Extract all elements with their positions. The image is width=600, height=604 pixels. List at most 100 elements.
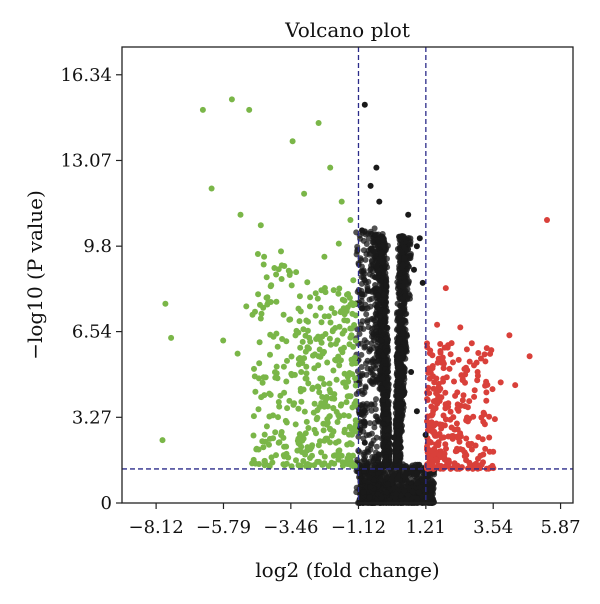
point-up xyxy=(466,398,473,405)
point-down xyxy=(256,339,263,346)
point-not-significant xyxy=(363,400,370,407)
point-down xyxy=(281,263,288,269)
x-tick-label: 3.54 xyxy=(473,517,513,538)
point-not-significant xyxy=(373,396,379,403)
point-up xyxy=(446,365,453,372)
point-down xyxy=(256,461,262,467)
point-not-significant xyxy=(383,461,390,468)
point-down xyxy=(283,378,290,385)
point-down xyxy=(303,370,310,377)
point-not-significant xyxy=(380,402,387,409)
point-not-significant xyxy=(414,479,421,486)
point-down xyxy=(272,429,279,436)
point-up xyxy=(462,379,468,386)
down-cluster xyxy=(249,253,359,470)
point-down xyxy=(327,164,334,171)
point-up xyxy=(434,321,441,328)
point-not-significant xyxy=(400,233,407,240)
point-not-significant xyxy=(353,489,360,496)
point-down xyxy=(350,277,357,284)
point-down xyxy=(330,452,337,459)
point-down xyxy=(302,430,309,437)
point-down xyxy=(263,423,270,430)
point-up xyxy=(462,371,469,378)
point-down xyxy=(348,426,355,433)
point-down xyxy=(324,416,331,423)
point-down xyxy=(266,413,273,420)
chart-title: Volcano plot xyxy=(284,18,410,42)
point-not-significant xyxy=(367,182,374,189)
point-down xyxy=(289,138,296,145)
point-down xyxy=(288,463,295,470)
point-down xyxy=(292,332,299,339)
point-down xyxy=(284,405,291,412)
point-down xyxy=(347,217,354,223)
point-up xyxy=(482,358,489,365)
point-not-significant xyxy=(361,337,368,344)
series-down xyxy=(159,96,357,470)
point-down xyxy=(311,426,318,433)
point-down xyxy=(280,311,287,318)
point-down xyxy=(275,439,282,446)
point-down xyxy=(331,310,338,316)
point-up xyxy=(483,389,490,396)
point-not-significant xyxy=(407,251,414,257)
point-down xyxy=(294,447,301,454)
point-up xyxy=(439,358,446,365)
point-up xyxy=(466,358,473,365)
point-down xyxy=(208,185,215,192)
point-not-significant xyxy=(398,428,405,435)
point-down xyxy=(284,357,290,364)
point-not-significant xyxy=(396,270,403,277)
point-not-significant xyxy=(396,236,403,243)
point-down xyxy=(333,376,340,383)
point-down xyxy=(312,290,319,297)
point-down xyxy=(338,198,345,205)
point-down xyxy=(237,211,244,218)
point-up xyxy=(491,416,498,423)
point-not-significant xyxy=(393,326,400,333)
point-down xyxy=(255,291,262,298)
point-not-significant xyxy=(362,279,369,286)
point-down xyxy=(323,395,330,402)
point-up xyxy=(478,355,484,362)
x-axis-title: log2 (fold change) xyxy=(255,558,439,582)
point-up xyxy=(463,435,470,442)
point-up xyxy=(512,382,519,389)
point-not-significant xyxy=(372,231,379,238)
point-down xyxy=(286,397,293,404)
point-up xyxy=(424,340,430,347)
point-up xyxy=(442,401,449,408)
point-up xyxy=(475,350,482,356)
point-up xyxy=(457,324,464,331)
point-not-significant xyxy=(378,494,385,501)
point-down xyxy=(275,399,282,405)
point-down xyxy=(282,417,289,424)
point-down xyxy=(267,283,274,290)
point-down xyxy=(274,343,281,350)
point-not-significant xyxy=(399,372,406,379)
point-down xyxy=(316,346,323,353)
point-up xyxy=(426,453,433,460)
point-down xyxy=(288,370,295,377)
point-down xyxy=(295,361,302,368)
point-not-significant xyxy=(375,455,382,462)
point-down xyxy=(286,316,293,323)
point-down xyxy=(318,339,325,346)
point-not-significant xyxy=(384,242,391,249)
point-up xyxy=(428,412,435,419)
point-not-significant xyxy=(401,256,408,263)
point-down xyxy=(220,337,227,344)
point-down xyxy=(316,404,323,410)
point-up xyxy=(455,356,462,363)
point-down xyxy=(296,431,303,438)
point-down xyxy=(278,276,285,282)
point-down xyxy=(330,367,337,374)
point-up xyxy=(437,421,443,428)
point-not-significant xyxy=(382,454,389,461)
point-down xyxy=(311,400,318,407)
point-not-significant xyxy=(366,420,373,427)
point-not-significant xyxy=(416,235,423,242)
point-down xyxy=(324,359,331,366)
point-not-significant xyxy=(370,371,376,378)
